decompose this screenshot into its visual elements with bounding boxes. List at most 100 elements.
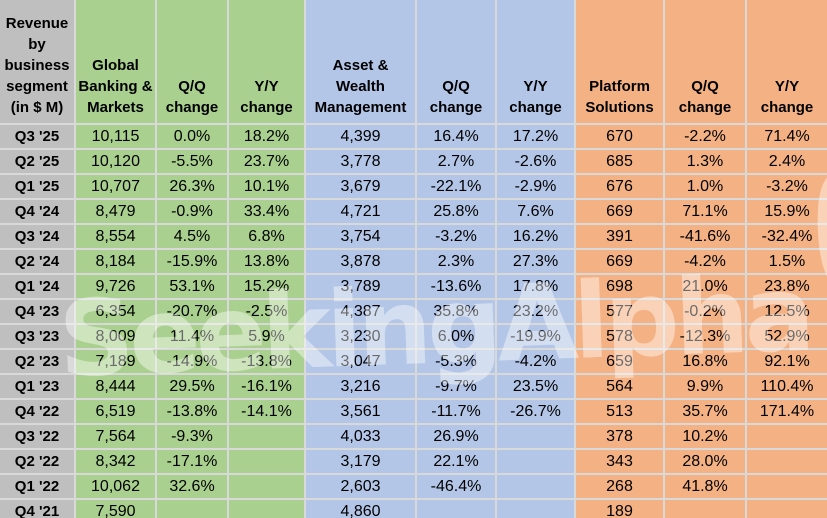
cell: 8,554 xyxy=(76,225,155,248)
cell: 23.8% xyxy=(747,275,827,298)
cell: -9.3% xyxy=(157,425,227,448)
cell: -32.4% xyxy=(747,225,827,248)
cell: -15.9% xyxy=(157,250,227,273)
cell: -9.7% xyxy=(417,375,495,398)
row-label: Q3 '24 xyxy=(0,225,74,248)
cell: 8,342 xyxy=(76,450,155,473)
row-label: Q4 '23 xyxy=(0,300,74,323)
cell: 26.9% xyxy=(417,425,495,448)
row-label: Q2 '23 xyxy=(0,350,74,373)
column-header-yy-change-gbm: Y/Y change xyxy=(229,0,304,123)
cell: -3.2% xyxy=(417,225,495,248)
cell: 8,009 xyxy=(76,325,155,348)
header-row: Revenue by business segment (in $ M) Glo… xyxy=(0,0,827,123)
table-row: Q2 '24 8,184 -15.9% 13.8% 3,878 2.3% 27.3% 669-… xyxy=(0,250,827,273)
cell: 10,707 xyxy=(76,175,155,198)
cell: 513 xyxy=(576,400,663,423)
cell xyxy=(229,425,304,448)
cell: 3,778 xyxy=(306,150,415,173)
row-label: Q4 '22 xyxy=(0,400,74,423)
cell xyxy=(747,500,827,518)
cell: 7,189 xyxy=(76,350,155,373)
cell: -16.1% xyxy=(229,375,304,398)
corner-header: Revenue by business segment (in $ M) xyxy=(0,0,74,123)
cell: -5.3% xyxy=(417,350,495,373)
cell: -22.1% xyxy=(417,175,495,198)
cell: 1.0% xyxy=(665,175,745,198)
cell: -14.1% xyxy=(229,400,304,423)
cell: 28.0% xyxy=(665,450,745,473)
cell: 16.4% xyxy=(417,125,495,148)
cell: 53.1% xyxy=(157,275,227,298)
cell: 15.9% xyxy=(747,200,827,223)
cell: -46.4% xyxy=(417,475,495,498)
cell: -13.6% xyxy=(417,275,495,298)
cell: 2.3% xyxy=(417,250,495,273)
cell: -3.2% xyxy=(747,175,827,198)
cell: 659 xyxy=(576,350,663,373)
cell: 21.0% xyxy=(665,275,745,298)
row-label: Q2 '22 xyxy=(0,450,74,473)
row-label: Q1 '23 xyxy=(0,375,74,398)
cell: 4,399 xyxy=(306,125,415,148)
cell: 171.4% xyxy=(747,400,827,423)
cell: 0.0% xyxy=(157,125,227,148)
cell xyxy=(747,475,827,498)
cell: 3,216 xyxy=(306,375,415,398)
column-header-asset-wealth-management: Asset & Wealth Management xyxy=(306,0,415,123)
cell: 6.8% xyxy=(229,225,304,248)
cell: 35.7% xyxy=(665,400,745,423)
cell: -0.9% xyxy=(157,200,227,223)
cell: 6,354 xyxy=(76,300,155,323)
cell: 6.0% xyxy=(417,325,495,348)
cell: 110.4% xyxy=(747,375,827,398)
row-label: Q3 '23 xyxy=(0,325,74,348)
cell: 15.2% xyxy=(229,275,304,298)
table-row: Q2 '23 7,189 -14.9% -13.8% 3,047 -5.3% -4.2% 65… xyxy=(0,350,827,373)
cell: 564 xyxy=(576,375,663,398)
cell: -5.5% xyxy=(157,150,227,173)
table-row: Q4 '24 8,479 -0.9% 33.4% 4,721 25.8% 7.6% 669 71… xyxy=(0,200,827,223)
cell xyxy=(665,500,745,518)
cell: -2.9% xyxy=(497,175,574,198)
row-label: Q1 '24 xyxy=(0,275,74,298)
cell: 29.5% xyxy=(157,375,227,398)
column-header-platform-solutions: Platform Solutions xyxy=(576,0,663,123)
cell: 23.7% xyxy=(229,150,304,173)
cell: 17.2% xyxy=(497,125,574,148)
cell: 33.4% xyxy=(229,200,304,223)
cell: 32.6% xyxy=(157,475,227,498)
cell: 378 xyxy=(576,425,663,448)
cell: 71.4% xyxy=(747,125,827,148)
cell: -13.8% xyxy=(157,400,227,423)
cell: 7.6% xyxy=(497,200,574,223)
cell: 16.2% xyxy=(497,225,574,248)
cell: 10,062 xyxy=(76,475,155,498)
row-label: Q2 '24 xyxy=(0,250,74,273)
column-header-qq-change-gbm: Q/Q change xyxy=(157,0,227,123)
cell: 22.1% xyxy=(417,450,495,473)
cell: 8,479 xyxy=(76,200,155,223)
cell: 35.8% xyxy=(417,300,495,323)
cell: 1.5% xyxy=(747,250,827,273)
cell xyxy=(497,500,574,518)
table-row: Q1 '25 10,707 26.3% 10.1% 3,679 -22.1% -2.9% 67… xyxy=(0,175,827,198)
cell xyxy=(747,425,827,448)
cell: 1.3% xyxy=(665,150,745,173)
table-row: Q1 '23 8,444 29.5% -16.1% 3,216 -9.7% 23.5% 564… xyxy=(0,375,827,398)
cell: -19.9% xyxy=(497,325,574,348)
cell: 26.3% xyxy=(157,175,227,198)
cell: 669 xyxy=(576,250,663,273)
cell xyxy=(497,450,574,473)
cell xyxy=(229,500,304,518)
cell: 669 xyxy=(576,200,663,223)
cell: 698 xyxy=(576,275,663,298)
cell: 23.2% xyxy=(497,300,574,323)
table-row: Q3 '23 8,009 11.4% 5.9% 3,230 6.0% -19.9% 578 -1… xyxy=(0,325,827,348)
cell: -2.6% xyxy=(497,150,574,173)
cell: 27.3% xyxy=(497,250,574,273)
column-header-qq-change-awm: Q/Q change xyxy=(417,0,495,123)
row-label: Q3 '25 xyxy=(0,125,74,148)
table-row: Q4 '23 6,354 -20.7% -2.5% 4,387 35.8% 23.2% 577… xyxy=(0,300,827,323)
